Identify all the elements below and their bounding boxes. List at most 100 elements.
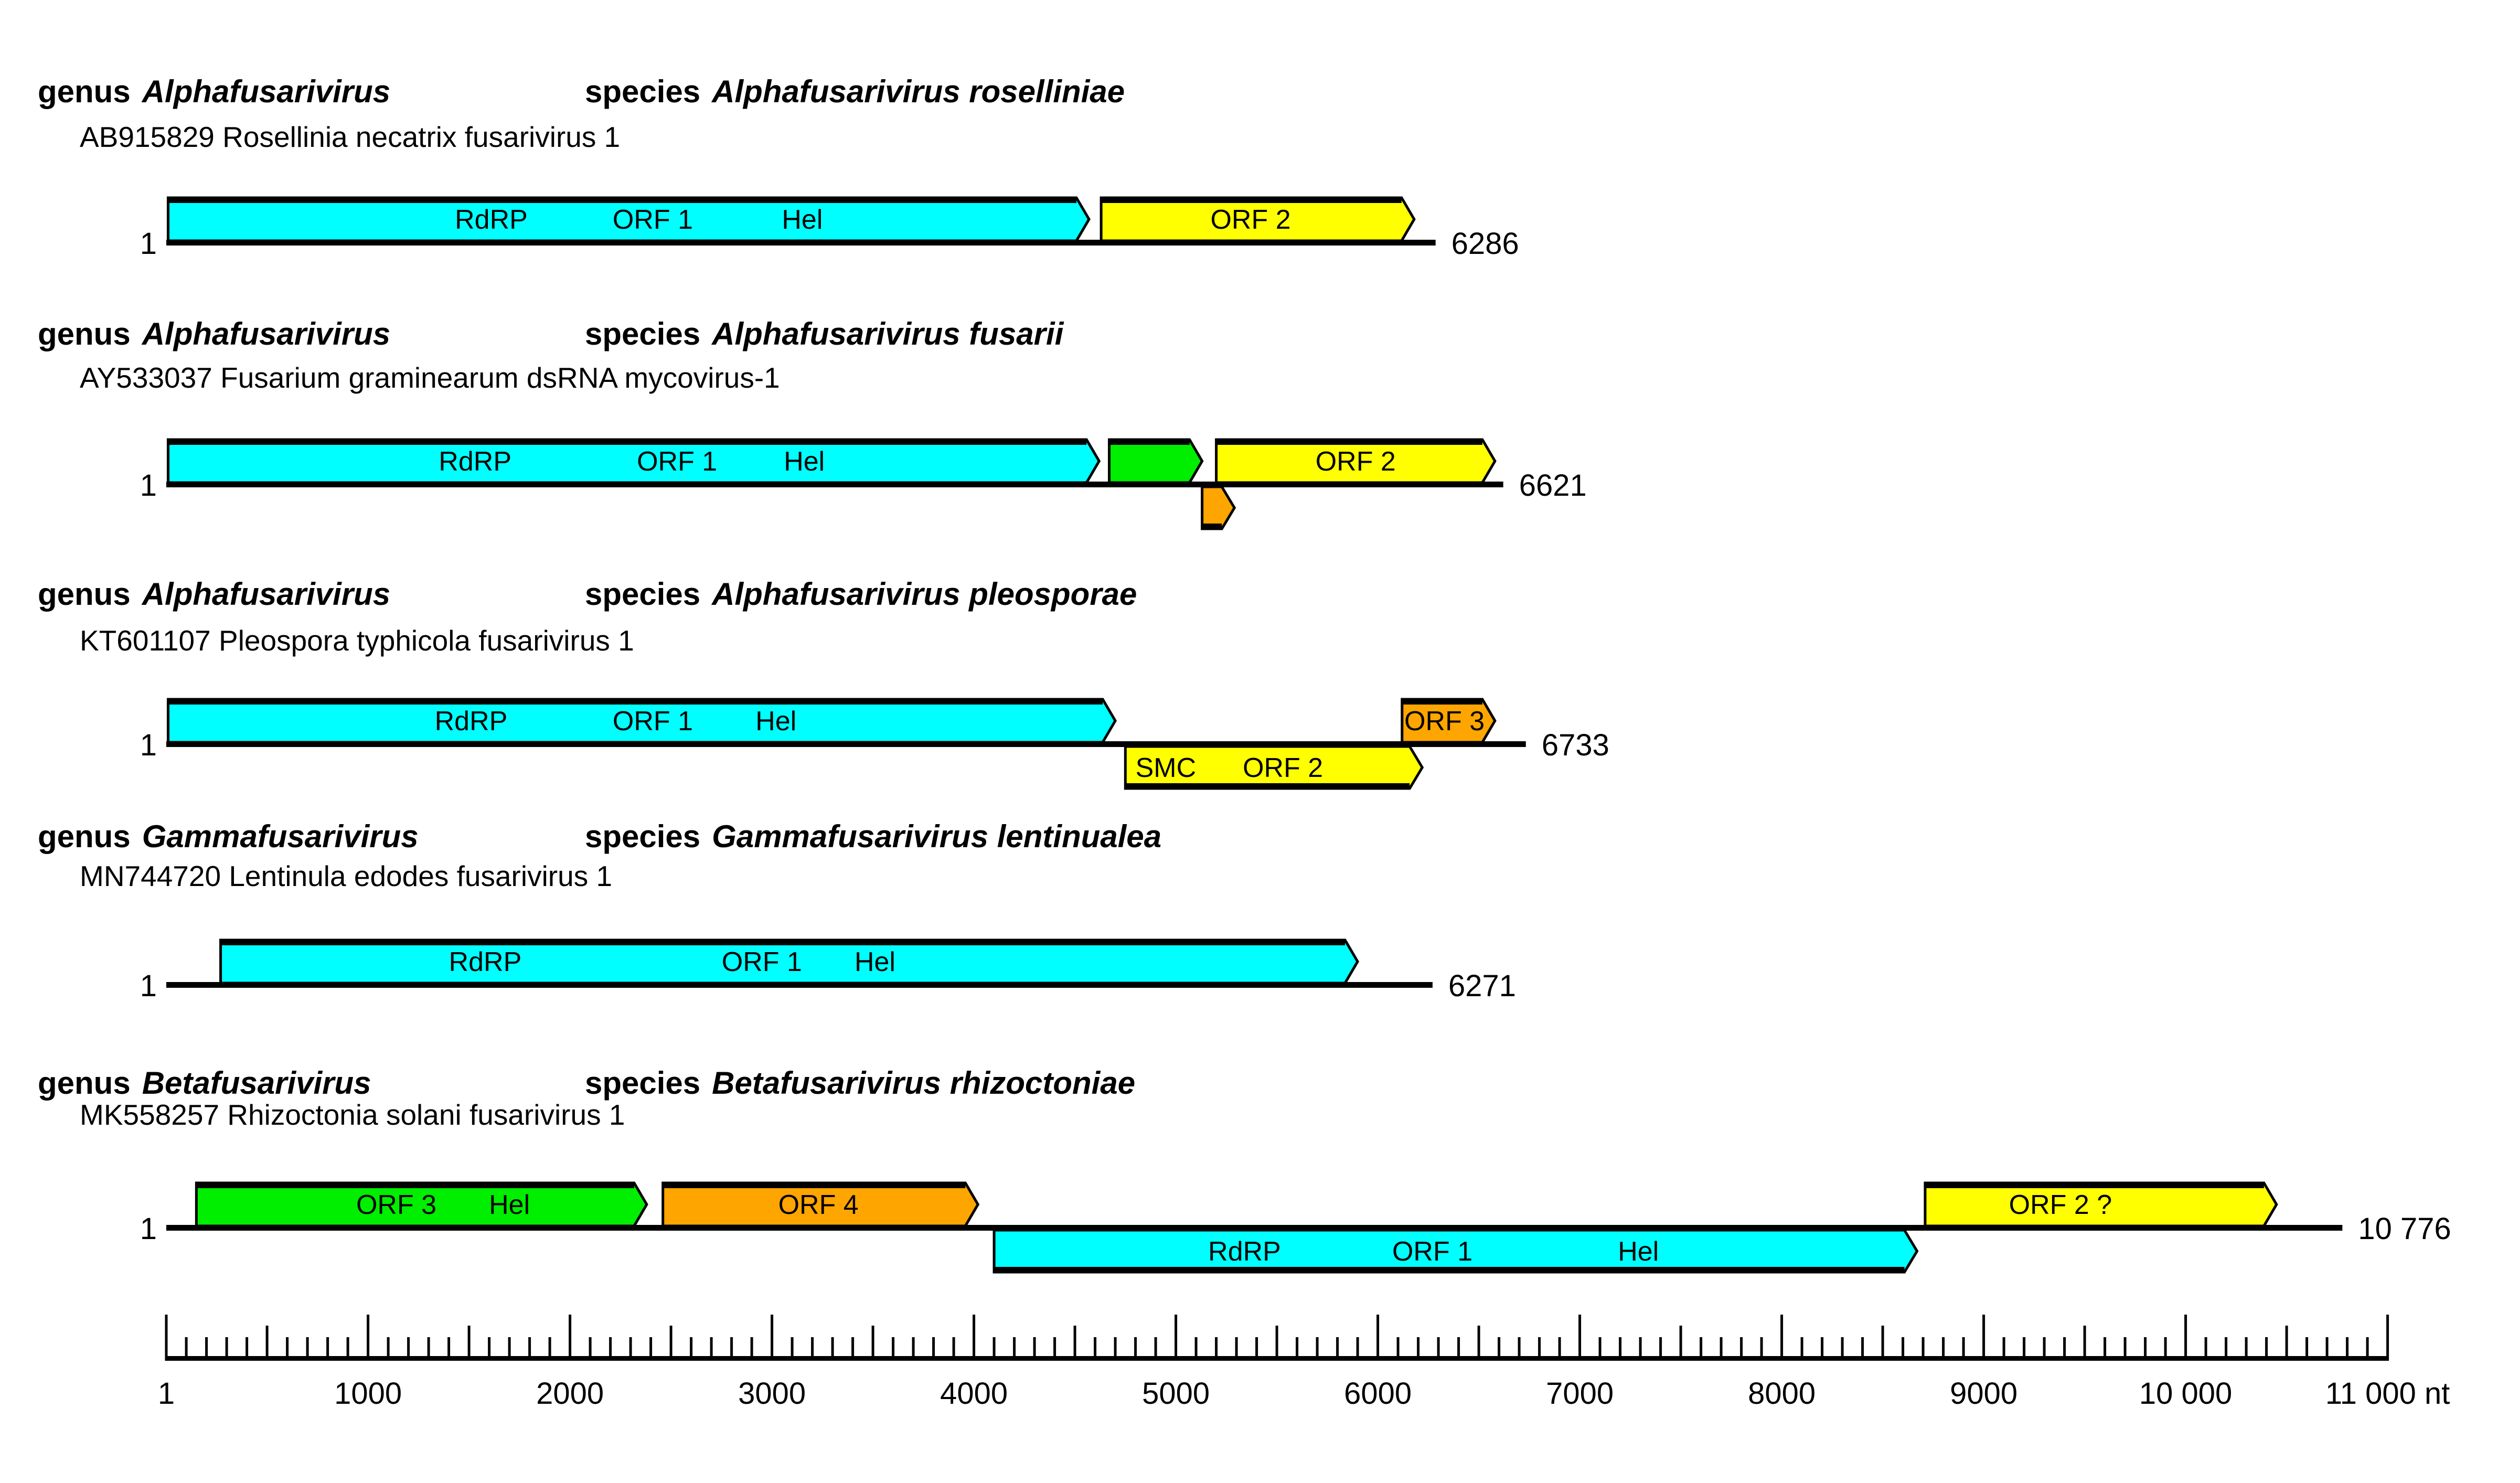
accession-line: KT601107 Pleospora typhicola fusarivirus… [80,624,634,657]
species-label: species [585,74,701,109]
orf-label: ORF 1 [613,706,693,737]
ruler-tick [1194,1337,1198,1361]
ruler-tick [1154,1337,1157,1361]
accession-line: MN744720 Lentinula edodes fusarivirus 1 [80,860,613,892]
ruler-tick [1740,1337,1743,1361]
ruler-tick [1821,1337,1824,1361]
ruler-tick [609,1337,612,1361]
genus-name: Alphafusarivirus [142,577,391,612]
genus-name: Alphafusarivirus [142,316,391,351]
ruler-tick [1639,1337,1642,1361]
ruler-tick [2103,1337,2107,1361]
ruler-tick [1437,1337,1440,1361]
genus-label: genus [38,74,131,109]
ruler-tick [1235,1337,1238,1361]
ruler-tick [1518,1337,1521,1361]
ruler-tick [1396,1337,1400,1361]
ruler-tick-label: 8000 [1748,1377,1816,1411]
ruler-tick [649,1337,653,1361]
genome-line [166,240,1436,246]
ruler-tick [932,1337,935,1361]
ruler-tick [1215,1337,1218,1361]
ruler-tick [952,1337,955,1361]
ruler-tick-label: 11 000 nt [2325,1377,2450,1411]
ruler-tick [2386,1315,2389,1361]
ruler-tick [1982,1315,1985,1361]
ruler-tick [569,1315,572,1361]
ruler-tick [225,1337,228,1361]
ruler-tick [2346,1337,2349,1361]
orf-box [1201,485,1236,530]
accession-line: AY533037 Fusarium graminearum dsRNA myco… [80,361,780,394]
orf-box [195,1181,648,1228]
entry-header-5: genus Betafusarivirus species Betafusarivi… [38,1065,1135,1101]
ruler-tick [1881,1326,1884,1361]
ruler-tick [1902,1337,1905,1361]
ruler-tick [1538,1337,1541,1361]
genome-line [166,982,1433,988]
ruler-tick [286,1337,289,1361]
ruler-tick [367,1315,370,1361]
ruler-tick [1780,1315,1784,1361]
genome-map: 1 6621 RdRP ORF 1 Hel ORF 2 [140,438,1587,530]
orf-box [661,1181,980,1228]
orf-label: ORF 2 [1316,446,1396,477]
orf-label: ORF 3 [356,1190,436,1220]
ruler-tick [205,1337,208,1361]
ruler-tick [2285,1326,2288,1361]
ruler-tick [791,1337,794,1361]
ruler-tick [1700,1337,1703,1361]
ruler-tick [750,1337,753,1361]
accession-line: AB915829 Rosellinia necatrix fusarivirus… [80,121,621,153]
ruler-tick [488,1337,491,1361]
ruler-tick [1255,1337,1258,1361]
orf-box [219,938,1360,985]
ruler-tick [1679,1326,1682,1361]
orf-box [1108,438,1204,484]
ruler-tick [2184,1315,2187,1361]
genus-line: genus Betafusarivirus [38,1065,371,1101]
species-name: Gammafusarivirus lentinualea [712,819,1162,854]
ruler-tick [2325,1337,2329,1361]
ruler-tick [1760,1337,1763,1361]
genus-line: genus Gammafusarivirus [38,819,419,854]
ruler-tick [1942,1337,1945,1361]
ruler-tick-label: 4000 [940,1377,1008,1411]
entry-header-2: genus Alphafusarivirus species Alphafusari… [38,316,1063,351]
orf-label: Hel [1618,1236,1659,1267]
genome-end-label: 6733 [1542,728,1609,762]
orf-label: SMC [1136,753,1197,783]
orf-label: Hel [855,947,895,977]
ruler-tick [669,1326,672,1361]
ruler-tick [306,1337,309,1361]
orf-label: RdRP [455,205,528,235]
genus-label: genus [38,577,131,612]
species-label: species [585,316,701,351]
ruler-tick [973,1315,976,1361]
ruler-tick [265,1326,269,1361]
ruler-tick [2063,1337,2066,1361]
ruler-tick [1296,1337,1299,1361]
genome-map: 1 10 776 ORF 3 Hel ORF 4 RdRP ORF 1 Hel ORF 2 ? [140,1181,2451,1274]
species-line: species Alphafusarivirus roselliniae [585,74,1125,109]
ruler-tick [407,1337,410,1361]
ruler-tick [1356,1337,1359,1361]
ruler-tick [912,1337,915,1361]
ruler-tick [2083,1326,2086,1361]
scale-ruler: 1 1000 2000 3000 4000 5000 6000 7000 8000 9000 10 … [158,1315,2450,1411]
orf-box [992,1229,1919,1274]
ruler-tick-label: 5000 [1142,1377,1210,1411]
ruler-tick [811,1337,814,1361]
orf-box [1124,745,1424,790]
entry-header-4: genus Gammafusarivirus species Gammafusari… [38,819,1161,854]
orf-box [166,698,1117,744]
orf-label: RdRP [435,706,508,737]
ruler-tick-label: 2000 [536,1377,604,1411]
ruler-tick [1013,1337,1016,1361]
genome-start-label: 1 [140,969,157,1003]
ruler-tick [1174,1315,1178,1361]
orf-label: Hel [489,1190,530,1220]
ruler-tick [2245,1337,2248,1361]
orf-label: ORF 2 [1210,205,1290,235]
ruler-tick [245,1337,249,1361]
